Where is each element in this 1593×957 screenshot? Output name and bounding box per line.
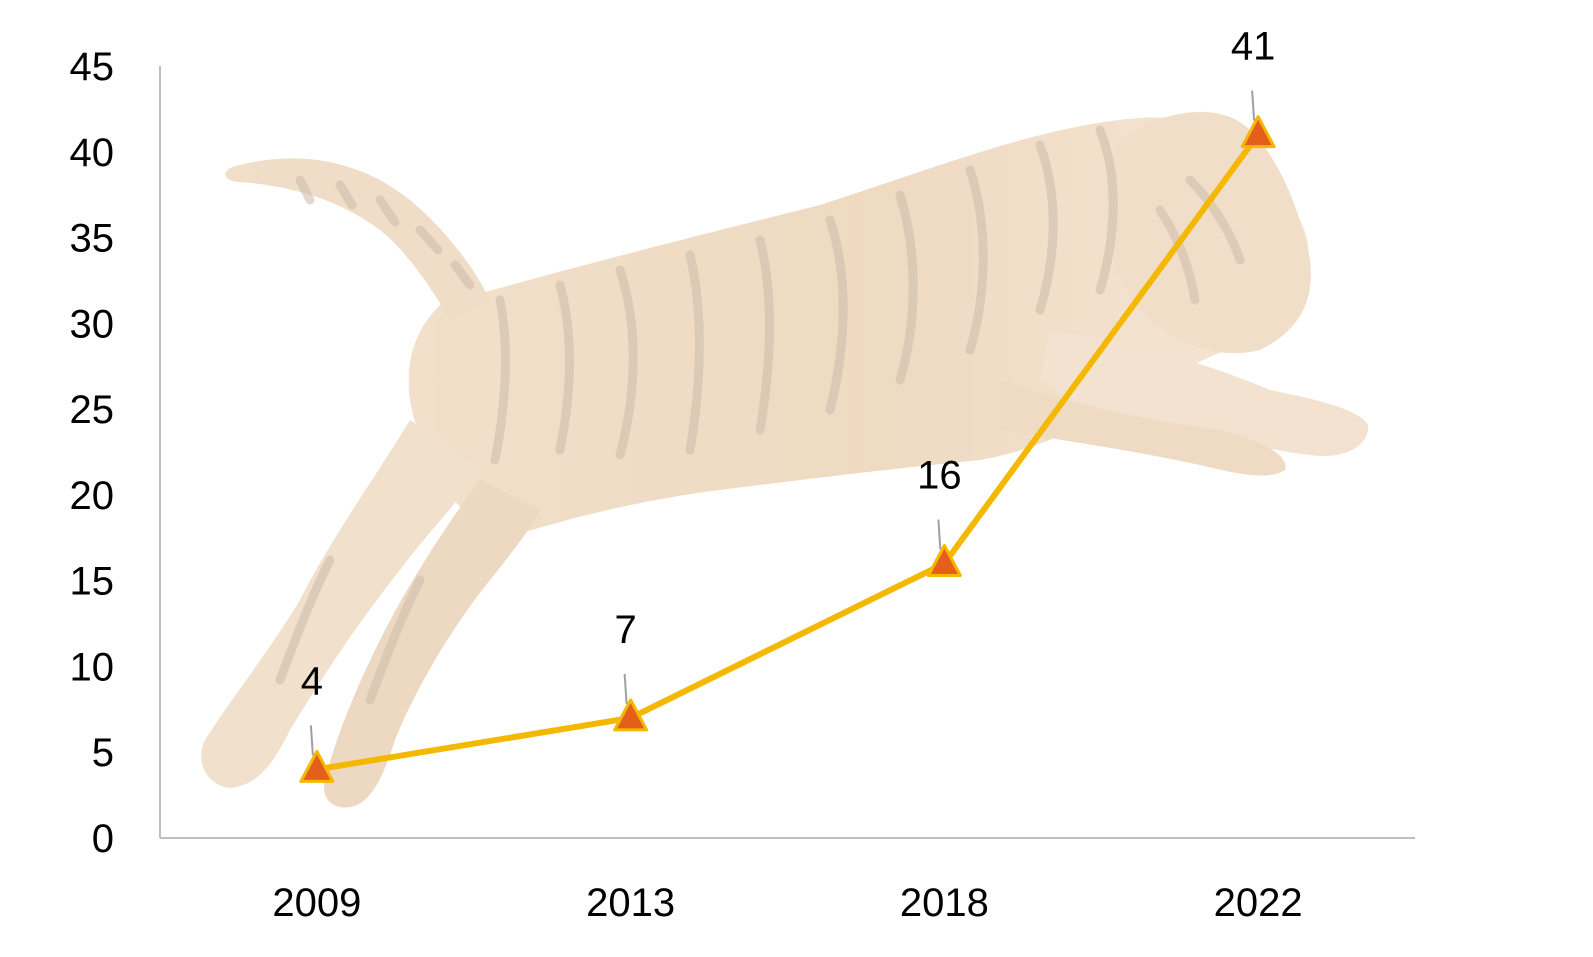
y-tick-label: 30 (70, 302, 115, 346)
y-tick-label: 40 (70, 131, 115, 175)
y-tick-label: 5 (92, 731, 114, 775)
y-tick-label: 25 (70, 388, 115, 432)
x-tick-label: 2013 (586, 881, 675, 925)
tiger-background-image (201, 112, 1368, 808)
data-label: 41 (1231, 25, 1276, 69)
data-label-leader-line (311, 725, 313, 755)
y-tick-label: 15 (70, 560, 115, 604)
y-tick-label: 10 (70, 645, 115, 689)
chart-container: 0 5 10 15 20 25 30 35 40 45 2009 2013 2018 2022 4 7 16… (0, 0, 1593, 957)
x-tick-label: 2018 (900, 881, 989, 925)
data-label: 7 (615, 608, 637, 652)
data-label: 16 (917, 454, 962, 498)
data-label-leader-line (1252, 91, 1254, 121)
data-label: 4 (301, 659, 323, 703)
y-axis-tick-labels: 0 5 10 15 20 25 30 35 40 45 (70, 45, 115, 861)
y-tick-label: 45 (70, 45, 115, 89)
x-tick-label: 2009 (272, 881, 361, 925)
data-label-leader-line (938, 520, 940, 550)
line-chart: 0 5 10 15 20 25 30 35 40 45 2009 2013 2018 2022 4 7 16… (0, 0, 1593, 957)
data-label-leader-line (625, 674, 627, 704)
y-tick-label: 20 (70, 474, 115, 518)
y-tick-label: 0 (92, 817, 114, 861)
y-tick-label: 35 (70, 217, 115, 261)
x-axis-tick-labels: 2009 2013 2018 2022 (272, 881, 1302, 925)
x-tick-label: 2022 (1214, 881, 1303, 925)
